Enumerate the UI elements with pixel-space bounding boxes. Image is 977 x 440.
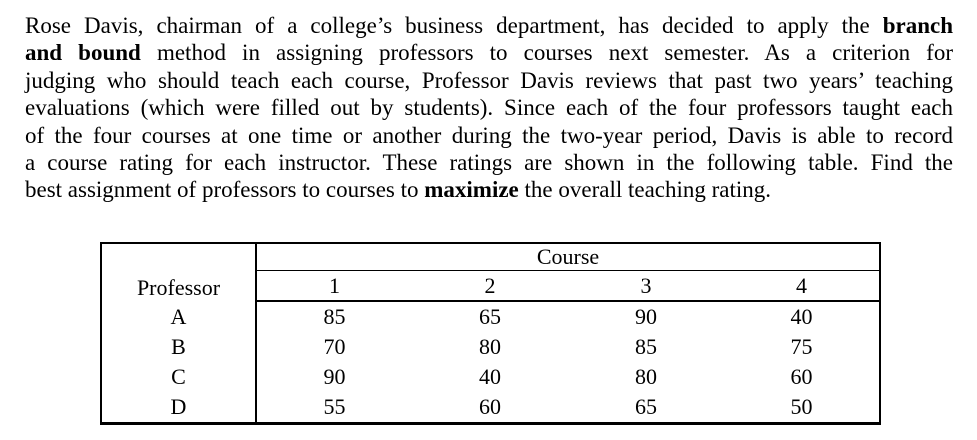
rating-cell: 60: [479, 394, 501, 419]
table-row: D 55 60 65 50: [101, 392, 880, 424]
table-header-row-numbers: 1 2 3 4: [101, 270, 881, 302]
rating-cell: 70: [323, 334, 346, 359]
text-line: of the four courses at one time or anoth…: [25, 122, 953, 149]
course-column-header: 3: [568, 270, 724, 302]
bold-text-run: and bound: [25, 40, 141, 66]
rating-cell: 50: [790, 394, 813, 419]
rating-cell: 80: [479, 334, 501, 359]
rating-cell: 75: [790, 334, 813, 359]
text-run: of the four courses at one time or anoth…: [25, 122, 953, 148]
table-row: A 85 65 90 40: [101, 301, 880, 332]
rating-cell: 40: [479, 364, 501, 389]
rating-cell: 40: [790, 304, 813, 329]
text-line: and bound method in assigning professors…: [25, 39, 953, 66]
text-run: best assignment of professors to courses…: [25, 177, 425, 203]
rating-cell: 55: [323, 394, 346, 419]
rating-cell: 65: [635, 394, 657, 419]
text-line: Rose Davis, chairman of a college’s busi…: [25, 12, 953, 39]
problem-statement: Rose Davis, chairman of a college’s busi…: [25, 12, 953, 204]
rating-cell: 80: [635, 364, 657, 389]
rating-cell: 90: [635, 304, 657, 329]
professor-cell: C: [101, 362, 257, 392]
text-run: evaluations (which were filled out by st…: [25, 95, 953, 121]
professor-cell: A: [101, 301, 257, 332]
course-column-header: 2: [412, 270, 568, 302]
professor-cell: D: [101, 392, 257, 424]
bold-text-run: branch: [882, 13, 953, 38]
text-line: a course rating for each instructor. The…: [25, 149, 953, 176]
professor-cell: B: [101, 332, 257, 362]
course-column-header: 4: [724, 270, 881, 302]
text-line: best assignment of professors to courses…: [25, 176, 953, 203]
rating-cell: 85: [635, 334, 657, 359]
rating-cell: 85: [323, 304, 346, 329]
text-line: judging who should teach each course, Pr…: [25, 67, 953, 94]
course-column-header: 1: [256, 270, 412, 302]
text-run: a course rating for each instructor. The…: [25, 150, 953, 176]
bold-text-run: maximize: [424, 177, 519, 203]
professor-header-cell: Professor: [101, 243, 257, 301]
rating-cell: 90: [323, 364, 346, 389]
text-run: method in assigning professors to course…: [140, 40, 954, 66]
text-run: Rose Davis, chairman of a college’s busi…: [25, 13, 883, 38]
rating-cell: 60: [790, 364, 813, 389]
table-header-row-course: Professor Course: [101, 243, 881, 301]
text-run: the overall teaching rating.: [518, 177, 772, 203]
table-row: C 90 40 80 60: [101, 362, 880, 392]
course-header-cell: Course: [256, 243, 881, 271]
text-line: evaluations (which were filled out by st…: [25, 94, 953, 121]
table-row: B 70 80 85 75: [101, 332, 880, 362]
ratings-table: Professor Course 1 2 3 4 A 85 65 90 40 B…: [100, 242, 882, 425]
text-run: judging who should teach each course, Pr…: [25, 67, 953, 93]
rating-cell: 65: [479, 304, 501, 329]
